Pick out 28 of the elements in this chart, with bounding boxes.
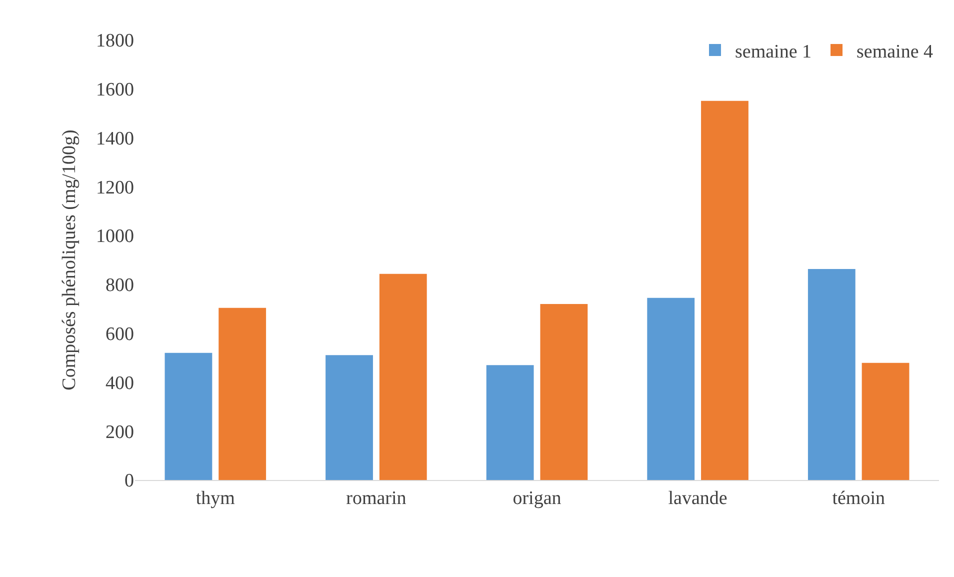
y-tick-label: 200	[106, 422, 134, 443]
y-tick-label: 1400	[96, 128, 134, 150]
y-tick-label: 400	[106, 372, 134, 394]
y-tick-label: 1600	[96, 80, 134, 101]
bar	[808, 269, 856, 480]
bar	[379, 274, 427, 480]
x-tick-label: témoin	[832, 488, 886, 509]
bar	[326, 355, 373, 480]
x-tick-label: thym	[196, 488, 236, 509]
bar	[486, 365, 534, 480]
bar	[647, 298, 695, 480]
y-tick-label: 600	[106, 324, 134, 345]
x-tick-label: origan	[512, 488, 562, 509]
y-tick-label: 1000	[96, 226, 134, 248]
bar	[540, 304, 588, 480]
bar	[218, 308, 266, 480]
bar	[701, 100, 748, 480]
y-axis-title: Composés phénoliques (mg/100g)	[58, 130, 80, 390]
legend-label: semaine 1	[735, 41, 812, 62]
x-tick-label: lavande	[668, 488, 728, 509]
bar	[862, 362, 910, 480]
y-tick-label: 1200	[96, 177, 134, 198]
y-tick-label: 1800	[96, 30, 134, 52]
legend-label: semaine 4	[856, 41, 934, 62]
bar	[164, 352, 212, 480]
y-tick-label: 0	[124, 470, 134, 492]
x-tick-label: romarin	[346, 488, 407, 509]
y-tick-label: 800	[106, 275, 134, 296]
